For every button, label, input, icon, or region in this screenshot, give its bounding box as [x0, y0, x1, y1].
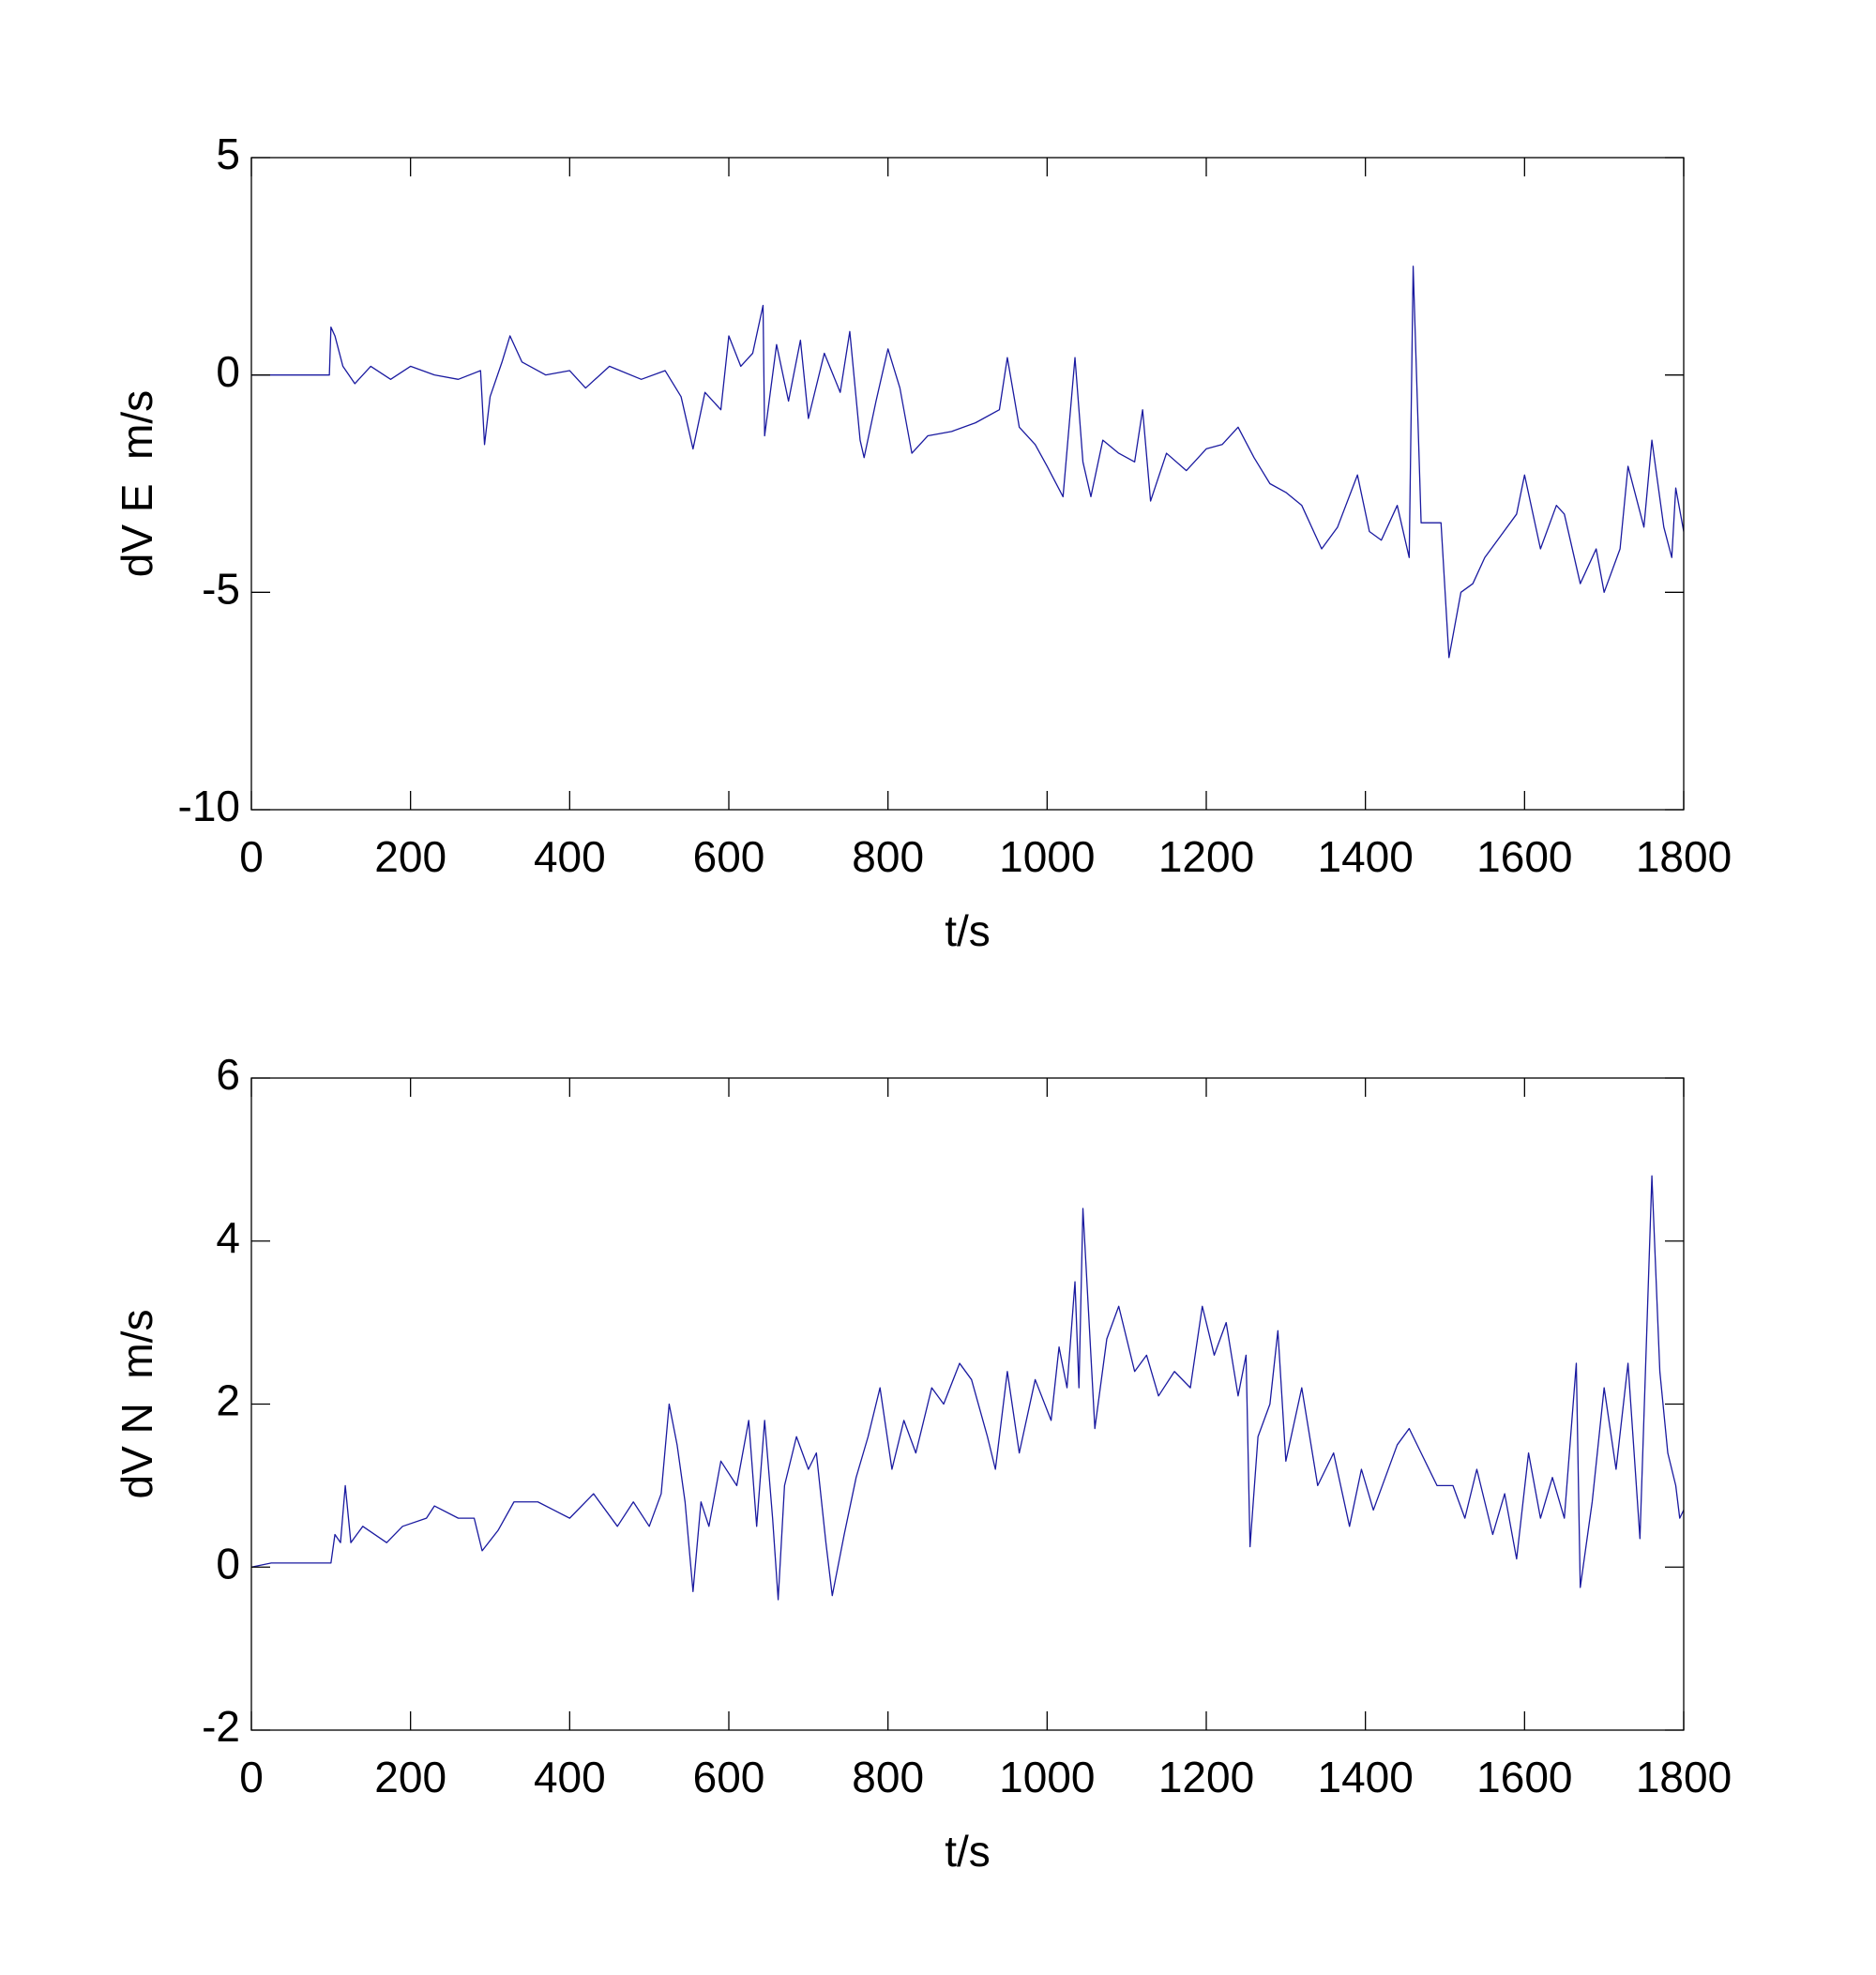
plot-background: [251, 158, 1684, 810]
y-tick-label: 2: [216, 1376, 240, 1425]
y-tick-label: -2: [202, 1702, 240, 1751]
y-tick-label: 0: [216, 1539, 240, 1588]
y-tick-label: -10: [178, 782, 240, 830]
x-tick-label: 0: [239, 1753, 264, 1801]
x-axis-label: t/s: [945, 1827, 991, 1876]
x-tick-label: 400: [534, 1753, 606, 1801]
x-tick-label: 200: [374, 1753, 446, 1801]
x-tick-label: 1200: [1158, 832, 1254, 881]
subplot: 0 200 400 600 800 1000 1200 1400 1600 1800-20246t…: [113, 1050, 1732, 1876]
x-tick-label: 1000: [999, 1753, 1095, 1801]
data-line: [251, 266, 1684, 659]
axes-frame: [250, 157, 1685, 811]
x-tick-label: 1800: [1636, 832, 1732, 881]
y-tick-label: 0: [216, 347, 240, 396]
data-line: [251, 1175, 1684, 1601]
y-tick-label: 6: [216, 1050, 240, 1099]
plot-background: [251, 1078, 1684, 1730]
x-tick-label: 400: [534, 832, 606, 881]
x-tick-label: 1000: [999, 832, 1095, 881]
x-tick-label: 1600: [1476, 1753, 1572, 1801]
y-tick-label: 4: [216, 1213, 240, 1262]
y-tick-label: 5: [216, 129, 240, 178]
x-tick-label: 1600: [1476, 832, 1572, 881]
x-tick-label: 1400: [1317, 832, 1413, 881]
x-tick-label: 1200: [1158, 1753, 1254, 1801]
x-axis-label: t/s: [945, 906, 991, 955]
y-axis-label: dV N m/s: [113, 1310, 161, 1499]
x-tick-label: 200: [374, 832, 446, 881]
y-axis-label: dV E m/s: [113, 390, 161, 577]
subplot: 0 200 400 600 800 1000 1200 1400 1600 1800 -10 -5 0 5…: [113, 129, 1732, 955]
x-tick-label: 600: [693, 832, 765, 881]
y-tick-label: -5: [202, 564, 240, 613]
x-tick-label: 1800: [1636, 1753, 1732, 1801]
plot-area: [251, 266, 1684, 659]
plot-area: [251, 1175, 1684, 1601]
x-tick-label: 800: [852, 832, 924, 881]
x-tick-label: 600: [693, 1753, 765, 1801]
x-tick-label: 800: [852, 1753, 924, 1801]
x-tick-label: 0: [239, 832, 264, 881]
x-tick-label: 1400: [1317, 1753, 1413, 1801]
